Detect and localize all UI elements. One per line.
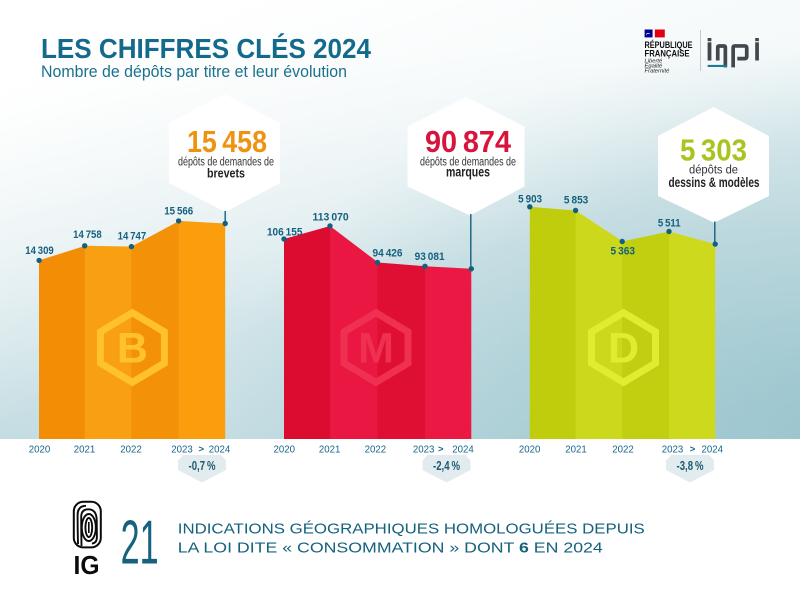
svg-text:2022: 2022 [120, 445, 142, 456]
svg-text:brevets: brevets [207, 166, 245, 181]
svg-text:2024: 2024 [452, 445, 474, 456]
svg-text:15 566: 15 566 [164, 205, 193, 217]
svg-text:-2,4 %: -2,4 % [433, 459, 460, 473]
svg-text:5 853: 5 853 [564, 194, 588, 206]
svg-text:RÉPUBLIQUE: RÉPUBLIQUE [645, 40, 693, 51]
svg-text:>: > [199, 444, 205, 455]
svg-text:2023: 2023 [171, 445, 193, 456]
svg-text:2020: 2020 [274, 445, 296, 456]
svg-text:2020: 2020 [29, 445, 51, 456]
svg-text:2021: 2021 [565, 445, 587, 456]
svg-text:5 303: 5 303 [680, 133, 747, 168]
svg-text:2022: 2022 [612, 445, 634, 456]
svg-text:M: M [358, 325, 394, 373]
svg-text:2024: 2024 [209, 445, 231, 456]
svg-text:Fraternité: Fraternité [645, 69, 671, 75]
svg-text:>: > [690, 444, 696, 455]
svg-text:-3,8 %: -3,8 % [677, 459, 704, 473]
svg-text:LA LOI DITE « CONSOMMATION » D: LA LOI DITE « CONSOMMATION » DONT 6 EN 2… [178, 540, 603, 557]
svg-text:INDICATIONS GÉOGRAPHIQUES HOMO: INDICATIONS GÉOGRAPHIQUES HOMOLOGUÉES DE… [178, 521, 645, 538]
svg-text:Liberté: Liberté [645, 59, 664, 65]
svg-text:FRANÇAISE: FRANÇAISE [645, 49, 690, 60]
svg-text:Égalité: Égalité [645, 63, 664, 70]
svg-text:dépôts de demandes de: dépôts de demandes de [420, 157, 516, 169]
svg-text:-0,7 %: -0,7 % [189, 459, 216, 473]
svg-text:90 874: 90 874 [425, 124, 512, 159]
svg-text:5 363: 5 363 [611, 245, 636, 257]
svg-text:5 903: 5 903 [518, 193, 542, 205]
svg-text:LES CHIFFRES CLÉS 2024: LES CHIFFRES CLÉS 2024 [41, 33, 372, 64]
svg-text:2022: 2022 [365, 445, 387, 456]
svg-text:113 070: 113 070 [313, 212, 349, 224]
svg-text:B: B [117, 325, 148, 373]
svg-text:5 511: 5 511 [658, 217, 681, 229]
svg-text:2023: 2023 [413, 445, 435, 456]
svg-text:14 747: 14 747 [118, 231, 147, 243]
svg-text:2021: 2021 [74, 445, 96, 456]
svg-text:15 458: 15 458 [187, 124, 267, 159]
svg-text:14 758: 14 758 [73, 229, 102, 241]
svg-text:dépôts de demandes de: dépôts de demandes de [178, 157, 274, 169]
svg-text:14 309: 14 309 [25, 245, 54, 257]
svg-text:>: > [438, 444, 444, 455]
svg-text:dessins & modèles: dessins & modèles [669, 175, 760, 190]
svg-text:marques: marques [446, 165, 490, 180]
svg-text:dépôts de: dépôts de [689, 165, 738, 177]
svg-text:21: 21 [121, 509, 159, 578]
svg-text:106 155: 106 155 [267, 227, 303, 239]
svg-text:2020: 2020 [519, 445, 541, 456]
svg-text:94 426: 94 426 [373, 247, 403, 259]
svg-text:D: D [608, 325, 639, 373]
svg-text:2023: 2023 [662, 445, 684, 456]
svg-text:IG: IG [74, 550, 100, 580]
svg-text:2024: 2024 [702, 445, 724, 456]
svg-text:2021: 2021 [319, 445, 341, 456]
svg-text:Nombre de dépôts par titre et: Nombre de dépôts par titre et leur évolu… [41, 63, 347, 81]
svg-text:93 081: 93 081 [415, 251, 445, 263]
